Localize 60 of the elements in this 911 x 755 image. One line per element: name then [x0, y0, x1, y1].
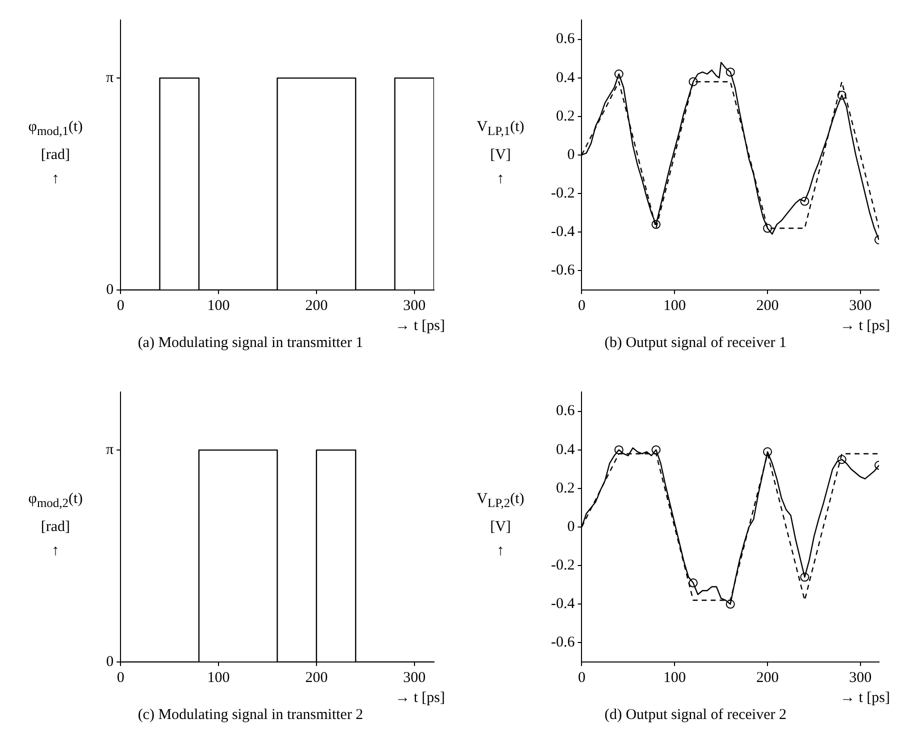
x-axis-title: → t [ps] [839, 690, 891, 707]
y-tick-label: 0 [106, 654, 114, 670]
y-tick-label: -0.2 [550, 558, 575, 574]
x-axis-title: → t [ps] [394, 318, 446, 335]
y-tick-label: π [106, 442, 114, 458]
y-tick-label: -0.4 [550, 596, 576, 612]
point [614, 445, 624, 454]
y-axis-title: φ$_{mod,2}$(t) [rad] ↑ [28, 490, 83, 561]
y-tick-label: π [106, 70, 114, 86]
y-tick-label: 0 [567, 146, 575, 163]
y-tick-label: 0.2 [556, 108, 575, 124]
x-tick-label: 100 [663, 298, 686, 314]
x-tick-label: 200 [756, 298, 779, 314]
point [800, 572, 810, 582]
x-tick-label: 0 [578, 298, 586, 314]
x-tick-label: 0 [578, 670, 586, 686]
y-axis-title: V$_{LP,1}$(t) [V] ↑ [476, 118, 524, 189]
point [800, 196, 810, 206]
y-tick-label: -0.6 [550, 262, 576, 279]
text: (b) Output signal of receiver 1 [603, 335, 788, 352]
x-axis-title: → t [ps] [839, 318, 891, 335]
point [652, 445, 661, 454]
x-tick-label: 0 [116, 670, 124, 686]
y-tick-label: 0.4 [556, 442, 576, 458]
point [763, 224, 772, 233]
y-tick-label: 0.4 [556, 70, 576, 86]
y-tick-label: -0.2 [550, 186, 575, 202]
x-tick-label: 200 [305, 298, 328, 314]
point [726, 600, 735, 609]
point [837, 90, 846, 100]
point [652, 220, 661, 229]
y-tick-label: 0 [567, 518, 575, 535]
y-tick-label: -0.4 [550, 224, 576, 240]
y-tick-label: 0 [106, 282, 114, 298]
x-tick-label: 100 [207, 670, 230, 686]
x-tick-label: 300 [849, 298, 872, 314]
x-tick-label: 200 [756, 670, 779, 686]
x-tick-label: 0 [116, 298, 124, 314]
y-axis-title: φ$_{mod,1}$(t) [rad] ↑ [28, 118, 83, 189]
point [688, 578, 698, 588]
y-axis-title: V$_{LP,2}$(t) [V] ↑ [476, 490, 524, 561]
y-tick-label: -0.6 [550, 634, 576, 651]
text: (a) Modulating signal in transmitter 1 [136, 335, 364, 352]
point [726, 68, 735, 77]
x-tick-label: 300 [403, 670, 426, 686]
y-tick-label: 0.6 [556, 403, 576, 420]
x-tick-label: 100 [207, 298, 230, 314]
x-tick-label: 100 [663, 670, 686, 686]
y-tick-label: 0.2 [556, 480, 575, 496]
point [688, 77, 698, 86]
point [763, 447, 772, 456]
text: (d) Output signal of receiver 2 [603, 707, 788, 724]
point [837, 455, 846, 464]
point [614, 70, 624, 78]
x-tick-label: 300 [849, 670, 872, 686]
x-tick-label: 300 [403, 298, 426, 314]
text: (c) Modulating signal in transmitter 2 [136, 707, 364, 724]
x-tick-label: 200 [305, 670, 328, 686]
x-axis-title: → t [ps] [394, 690, 446, 707]
y-tick-label: 0.6 [556, 31, 576, 48]
